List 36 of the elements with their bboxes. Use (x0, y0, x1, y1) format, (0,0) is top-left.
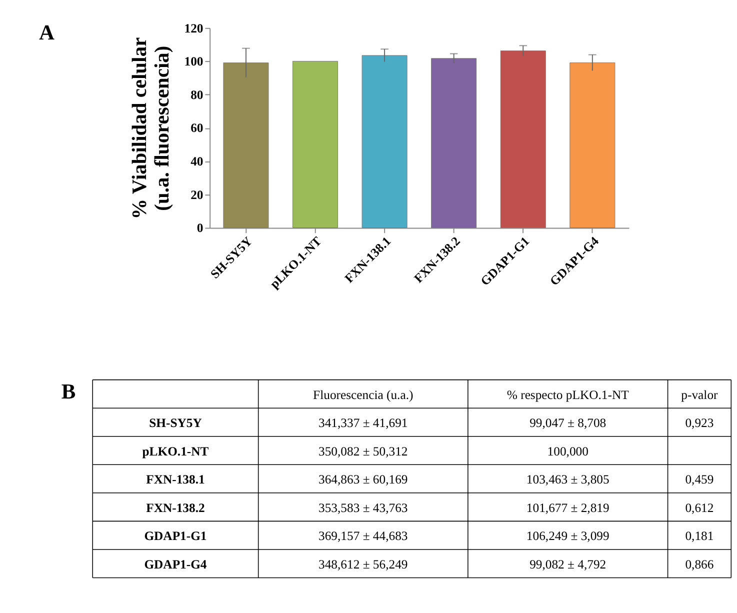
y-tick-label: 60 (190, 121, 204, 136)
text: 353,583 ± 43,763 (318, 500, 408, 515)
text: 369,157 ± 44,683 (318, 529, 408, 544)
text: GDAP1-G1 (144, 529, 207, 544)
text: 350,082 ± 50,312 (318, 444, 408, 458)
text: 341,337 ± 41,691 (318, 416, 408, 430)
text: A (38, 20, 55, 45)
text: B (61, 379, 76, 404)
text: 0,612 (685, 500, 714, 515)
text: 0,181 (685, 529, 714, 544)
text: GDAP1-G4 (144, 557, 208, 572)
y-tick-label: 0 (196, 221, 204, 236)
text: 0,923 (685, 416, 714, 430)
text: Fluorescencia (u.a.) (313, 388, 414, 402)
text: 106,249 ± 3,099 (526, 529, 610, 544)
text: FXN-138.2 (146, 500, 205, 515)
text: 99,047 ± 8,708 (530, 416, 606, 430)
y-tick-label: 20 (190, 188, 204, 202)
text: SH-SY5Y (149, 416, 202, 430)
text: p-valor (681, 388, 719, 402)
text: 348,612 ± 56,249 (318, 557, 408, 572)
y-tick-label: 80 (190, 88, 204, 102)
y-tick-label: 100 (184, 54, 204, 69)
text: 103,463 ± 3,805 (526, 472, 610, 487)
text: % respecto pLKO.1-NT (506, 388, 630, 402)
text: 0,459 (685, 472, 714, 487)
text: 101,677 ± 2,819 (526, 500, 610, 515)
text: 364,863 ± 60,169 (318, 472, 408, 487)
y-tick-label: 120 (184, 21, 204, 36)
text: FXN-138.1 (146, 472, 205, 487)
text: 99,082 ± 4,792 (530, 557, 606, 572)
y-tick-label: 40 (190, 154, 204, 169)
text: pLKO.1-NT (142, 444, 210, 458)
text: 100,000 (547, 444, 588, 458)
y-axis-title: % Viabilidad celular (u.a. fluorescencia) (129, 37, 174, 220)
text: 0,866 (685, 557, 714, 572)
